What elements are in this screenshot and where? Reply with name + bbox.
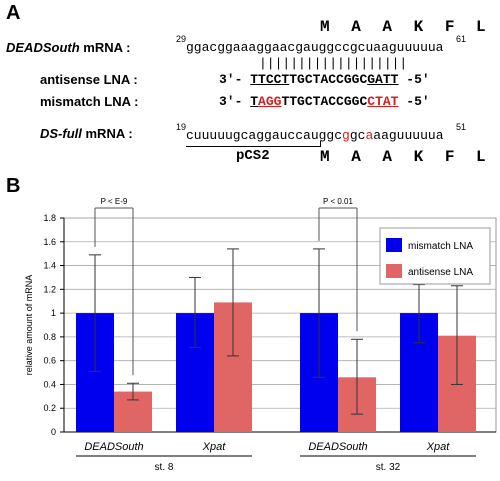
deadsouth-seq-c: c: [334, 40, 343, 55]
panel-b-label: B: [6, 175, 21, 197]
dsfull-end-position: 51: [456, 122, 467, 132]
y-tick-label: 1.6: [43, 237, 56, 247]
vector-bracket: [186, 146, 320, 147]
mismatch-prefix: 3'-: [219, 94, 243, 109]
y-axis-label: relative amount of mRNA: [24, 275, 34, 376]
antisense-suffix: -5': [406, 72, 430, 87]
deadsouth-sequence: ggacggaaaggaacgauggccgcuaaguuuuua: [186, 40, 443, 55]
antisense-lna-sequence: 3'- TTCCTTGCTACCGGCGATT -5': [219, 72, 430, 87]
vector-label: pCS2: [236, 148, 270, 164]
deadsouth-start-position: 29: [176, 34, 187, 44]
dsfull-start-position: 19: [176, 122, 187, 132]
amino-acid-sequence-bottom: M A A K F L: [320, 148, 492, 166]
antisense-lna-block-1: TTCCT: [250, 72, 290, 87]
deadsouth-seq-e: uuuuua: [396, 40, 444, 55]
significance-label: P < 0.01: [323, 197, 353, 206]
mismatch-lna-block-1a: T: [250, 94, 259, 109]
panel-a-label: A: [6, 2, 21, 24]
bar-antisense-0: [114, 391, 152, 432]
dsfull-gene-name: DS-full: [40, 126, 82, 141]
antisense-lna-block-2: GATT: [367, 72, 399, 87]
category-label: Xpat: [426, 441, 451, 453]
dsfull-silent-mutation-1: g: [342, 128, 350, 143]
legend-swatch: [386, 264, 402, 278]
bar-mismatch-1: [176, 313, 214, 432]
amino-acid-sequence-top: M A A K F L: [320, 18, 492, 36]
base-pairing-lines: |||||||||||||||||||: [259, 56, 408, 71]
dsfull-seq-a: cuuuuugcaggaucc: [186, 128, 304, 143]
deadsouth-seq-b: augg: [303, 40, 335, 55]
bar-antisense-1: [214, 302, 252, 432]
legend-box: [379, 227, 491, 285]
bar-mismatch-0: [76, 313, 114, 432]
legend-label: antisense LNA: [408, 267, 473, 278]
y-tick-label: 0: [51, 427, 56, 437]
antisense-dna-block: TGCTACCGGC: [289, 72, 368, 87]
y-tick-label: 1.2: [43, 284, 56, 294]
y-tick-label: 1: [51, 308, 56, 318]
dsfull-label-suffix: mRNA :: [81, 126, 133, 141]
dsfull-seq-f: aaguuuuua: [373, 128, 444, 143]
deadsouth-seq-d: cgcuaag: [342, 40, 397, 55]
significance-label: P < E-9: [101, 197, 128, 206]
mismatch-dna-block: TTGCTACCGGC: [281, 94, 368, 109]
dsfull-sequence: cuuuuugcaggauccauggcggcaaaguuuuua: [186, 128, 444, 143]
legend-swatch: [386, 238, 402, 252]
dsfull-silent-mutation-2: a: [365, 128, 374, 143]
dsfull-seq-b: auggc: [303, 128, 343, 143]
category-label: DEADSouth: [308, 441, 367, 453]
deadsouth-gene-name: DEADSouth: [6, 40, 80, 55]
y-tick-label: 0.6: [43, 356, 56, 366]
dsfull-mrna-label: DS-full mRNA :: [40, 126, 133, 141]
y-tick-label: 0.8: [43, 332, 56, 342]
vector-bracket-end: [320, 141, 321, 147]
stage-label: st. 32: [376, 462, 401, 473]
deadsouth-mrna-label: DEADSouth mRNA :: [6, 40, 130, 55]
plot-area: [63, 217, 497, 433]
mismatch-lna-sequence: 3'- TAGGTTGCTACCGGCCTAT -5': [219, 94, 430, 109]
bar-mismatch-3: [400, 313, 438, 432]
bar-mismatch-2: [300, 313, 338, 432]
mismatch-suffix: -5': [406, 94, 430, 109]
y-tick-label: 1.8: [43, 213, 56, 223]
mismatch-altered-bases-2: CTAT: [367, 94, 399, 109]
dsfull-seq-d: gc: [349, 128, 366, 143]
deadsouth-label-suffix: mRNA :: [79, 40, 131, 55]
y-tick-label: 1.4: [43, 261, 56, 271]
deadsouth-end-position: 61: [456, 34, 467, 44]
bar-antisense-3: [438, 335, 476, 432]
category-label: Xpat: [202, 441, 227, 453]
mismatch-altered-bases-1: AGG: [258, 94, 282, 109]
stage-label: st. 8: [155, 462, 174, 473]
category-label: DEADSouth: [84, 441, 143, 453]
antisense-prefix: 3'-: [219, 72, 243, 87]
deadsouth-seq-a: ggacggaaaggaacg: [186, 40, 304, 55]
y-tick-label: 0.4: [43, 379, 56, 389]
legend-label: mismatch LNA: [408, 241, 473, 252]
mismatch-lna-label: mismatch LNA :: [40, 94, 139, 109]
bar-antisense-2: [338, 377, 376, 432]
y-tick-label: 0.2: [43, 403, 56, 413]
antisense-lna-label: antisense LNA :: [40, 72, 138, 87]
